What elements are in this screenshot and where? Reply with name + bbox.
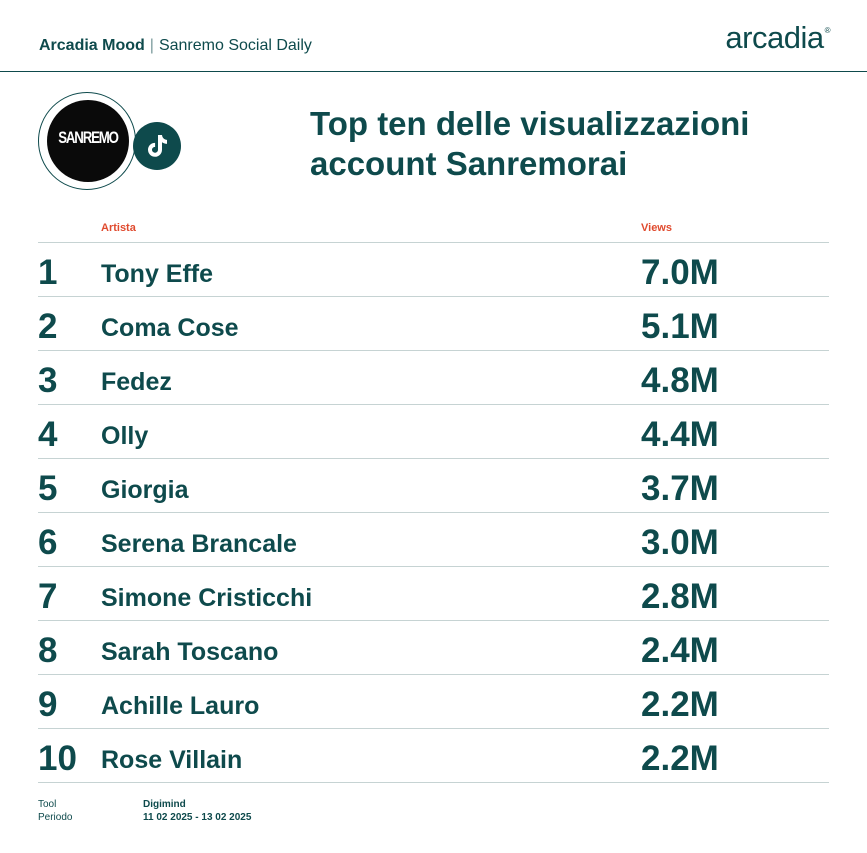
row-rank: 6 bbox=[38, 523, 58, 562]
table-row: 1 Tony Effe 7.0M bbox=[38, 242, 829, 296]
row-views: 2.8M bbox=[641, 577, 719, 616]
table-row: 9 Achille Lauro 2.2M bbox=[38, 674, 829, 728]
row-artist: Serena Brancale bbox=[101, 530, 297, 558]
table-row: 7 Simone Cristicchi 2.8M bbox=[38, 566, 829, 620]
column-header-artist: Artista bbox=[101, 222, 136, 234]
table-row: 10 Rose Villain 2.2M bbox=[38, 728, 829, 783]
sanremo-badge bbox=[47, 100, 129, 182]
table-row: 8 Sarah Toscano 2.4M bbox=[38, 620, 829, 674]
row-rank: 10 bbox=[38, 739, 77, 778]
brand-separator: | bbox=[149, 37, 154, 54]
arcadia-logo: arcadia® bbox=[725, 20, 830, 56]
row-views: 2.4M bbox=[641, 631, 719, 670]
row-artist: Olly bbox=[101, 422, 149, 450]
row-views: 4.8M bbox=[641, 361, 719, 400]
table-row: 6 Serena Brancale 3.0M bbox=[38, 512, 829, 566]
tiktok-icon bbox=[133, 122, 181, 170]
period-label: Periodo bbox=[38, 812, 73, 823]
row-views: 7.0M bbox=[641, 253, 719, 292]
sanremo-badge-text: SANREMO bbox=[58, 128, 119, 147]
row-artist: Simone Cristicchi bbox=[101, 584, 313, 612]
header-bar: Arcadia Mood | Sanremo Social Daily arcadi… bbox=[0, 0, 867, 72]
row-rank: 1 bbox=[38, 253, 58, 292]
logo-text: arcadia bbox=[725, 20, 824, 55]
tool-value: Digimind bbox=[143, 799, 186, 810]
row-views: 4.4M bbox=[641, 415, 719, 454]
row-artist: Achille Lauro bbox=[101, 692, 260, 720]
table-row: 2 Coma Cose 5.1M bbox=[38, 296, 829, 350]
column-header-views: Views bbox=[641, 222, 672, 234]
row-views: 5.1M bbox=[641, 307, 719, 346]
table-row: 4 Olly 4.4M bbox=[38, 404, 829, 458]
tool-label: Tool bbox=[38, 799, 57, 810]
row-rank: 3 bbox=[38, 361, 58, 400]
row-artist: Tony Effe bbox=[101, 260, 214, 288]
brand-subtitle: Sanremo Social Daily bbox=[158, 37, 312, 54]
row-rank: 5 bbox=[38, 469, 58, 508]
page-title: Top ten delle visualizzazioni account Sa… bbox=[310, 105, 750, 182]
table-row: 3 Fedez 4.8M bbox=[38, 350, 829, 404]
table-row: 5 Giorgia 3.7M bbox=[38, 458, 829, 512]
row-rank: 9 bbox=[38, 685, 58, 724]
row-artist: Giorgia bbox=[101, 476, 189, 504]
row-rank: 2 bbox=[38, 307, 58, 346]
row-views: 3.7M bbox=[641, 469, 719, 508]
row-rank: 4 bbox=[38, 415, 58, 454]
period-value: 11 02 2025 - 13 02 2025 bbox=[143, 812, 252, 823]
row-artist: Coma Cose bbox=[101, 314, 239, 342]
row-views: 2.2M bbox=[641, 685, 719, 724]
row-views: 2.2M bbox=[641, 739, 719, 778]
row-artist: Sarah Toscano bbox=[101, 638, 279, 666]
row-rank: 8 bbox=[38, 631, 58, 670]
brand-name: Arcadia Mood bbox=[39, 37, 145, 54]
registered-mark: ® bbox=[824, 26, 831, 35]
row-views: 3.0M bbox=[641, 523, 719, 562]
row-rank: 7 bbox=[38, 577, 58, 616]
ranking-table: 1 Tony Effe 7.0M 2 Coma Cose 5.1M 3 Fede… bbox=[38, 242, 829, 783]
row-artist: Rose Villain bbox=[101, 746, 243, 774]
row-artist: Fedez bbox=[101, 368, 172, 396]
brand-line: Arcadia Mood | Sanremo Social Daily bbox=[39, 36, 312, 56]
